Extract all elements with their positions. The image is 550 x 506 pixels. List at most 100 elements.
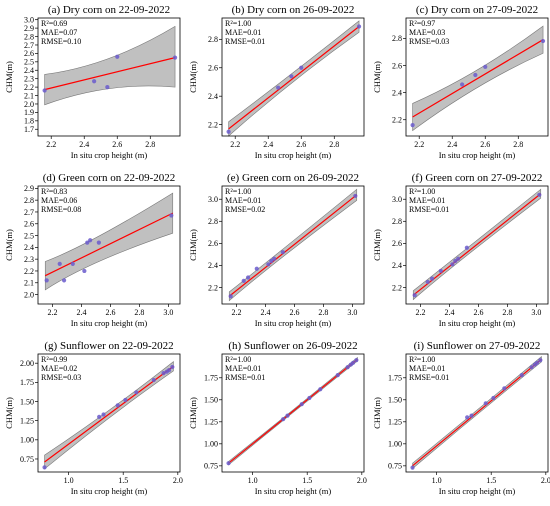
data-point <box>88 238 93 243</box>
stat-label: R²=0.97 <box>409 19 435 28</box>
x-tick-label: 2.4 <box>447 140 457 149</box>
panel: (c) Dry corn on 27-09-2022 2.2 2.4 2.6 2.8 2.… <box>372 4 549 160</box>
panel-title: (a) Dry corn on 22-09-2022 <box>48 4 170 16</box>
stat-label: MAE=0.07 <box>41 28 77 37</box>
data-point <box>410 123 415 128</box>
y-tick-label: 0.75 <box>204 462 218 471</box>
panel: (b) Dry corn on 26-09-2022 2.2 2.4 2.6 2.8 2.… <box>188 4 365 160</box>
stat-label: RMSE=0.03 <box>41 373 81 382</box>
fit-line <box>228 358 358 464</box>
data-point <box>519 373 524 378</box>
y-tick-label: 2.8 <box>392 217 402 226</box>
y-tick-label: 2.9 <box>24 24 34 33</box>
y-tick-label: 2.4 <box>392 261 402 270</box>
panel-title: (e) Green corn on 26-09-2022 <box>227 172 359 184</box>
x-tick-label: 2.6 <box>289 308 299 317</box>
x-tick-label: 2.8 <box>502 308 512 317</box>
data-point <box>356 24 362 29</box>
fit-line <box>228 194 358 297</box>
y-axis-label: CHM(m) <box>4 397 14 429</box>
y-tick-label: 2.5 <box>24 58 34 67</box>
y-tick-label: 2.4 <box>208 92 218 101</box>
stat-label: RMSE=0.01 <box>409 205 449 214</box>
y-tick-label: 1.75 <box>20 378 34 387</box>
panel-title: (d) Green corn on 22-09-2022 <box>43 172 176 184</box>
x-axis-label: In situ crop height (m) <box>71 150 148 160</box>
data-point <box>473 72 478 78</box>
x-tick-label: 2.4 <box>444 308 454 317</box>
stat-label: MAE=0.03 <box>409 28 445 37</box>
data-point <box>82 268 87 274</box>
stat-label: RMSE=0.03 <box>409 37 449 46</box>
x-tick-label: 2.4 <box>76 308 86 317</box>
x-tick-label: 2.8 <box>145 140 155 149</box>
fit-line <box>412 358 542 467</box>
y-tick-label: 2.9 <box>24 184 34 193</box>
x-axis-label: In situ crop height (m) <box>439 318 516 328</box>
y-tick-label: 1.00 <box>20 436 34 445</box>
x-tick-label: 2.8 <box>134 308 144 317</box>
data-point <box>166 367 172 373</box>
data-point <box>44 278 49 283</box>
y-axis-label: CHM(m) <box>188 397 198 429</box>
y-axis-label: CHM(m) <box>188 229 198 261</box>
x-tick-label: 2.0 <box>541 476 550 485</box>
y-axis-label: CHM(m) <box>4 229 14 261</box>
axes-frame <box>37 353 181 473</box>
y-tick-label: 2.8 <box>208 35 218 44</box>
y-tick-label: 1.25 <box>20 416 34 425</box>
data-point <box>483 64 488 69</box>
y-tick-label: 2.8 <box>208 217 218 226</box>
x-tick-label: 2.2 <box>47 308 57 317</box>
data-point <box>123 397 128 403</box>
y-tick-label: 0.75 <box>20 455 34 464</box>
y-axis-label: CHM(m) <box>188 61 198 93</box>
data-point <box>469 413 474 418</box>
x-axis-label: In situ crop height (m) <box>71 486 148 496</box>
stat-label: MAE=0.01 <box>225 196 261 205</box>
data-point <box>228 294 233 299</box>
data-point <box>412 293 417 298</box>
fit-line <box>44 212 174 277</box>
axes-frame <box>405 353 549 473</box>
y-tick-label: 2.2 <box>24 83 34 92</box>
x-tick-label: 2.2 <box>46 140 56 149</box>
data-point <box>410 465 415 470</box>
panel: (a) Dry corn on 22-09-2022 2.2 2.4 2.6 2.8 1.… <box>4 4 181 160</box>
data-point <box>502 386 507 391</box>
data-point <box>450 262 455 267</box>
x-tick-label: 3.0 <box>163 308 173 317</box>
y-tick-label: 2.2 <box>208 283 218 292</box>
data-point <box>172 55 178 60</box>
stat-label: R²=1.00 <box>225 19 251 28</box>
x-tick-label: 2.6 <box>296 140 306 149</box>
y-tick-label: 1.25 <box>204 418 218 427</box>
data-point <box>491 395 496 401</box>
data-point <box>269 258 274 264</box>
y-tick-label: 2.7 <box>24 208 34 217</box>
data-point <box>61 278 67 283</box>
y-tick-label: 2.8 <box>24 32 34 41</box>
axes-frame <box>37 17 181 137</box>
x-tick-label: 3.0 <box>531 308 541 317</box>
y-tick-label: 2.6 <box>392 239 402 248</box>
y-tick-label: 1.75 <box>204 374 218 383</box>
y-tick-label: 2.6 <box>208 64 218 73</box>
data-point <box>345 365 350 370</box>
y-tick-label: 2.4 <box>24 243 34 252</box>
y-tick-label: 1.25 <box>388 418 402 427</box>
x-axis-label: In situ crop height (m) <box>439 150 516 160</box>
x-tick-label: 2.6 <box>105 308 115 317</box>
y-tick-label: 2.2 <box>208 120 218 129</box>
data-point <box>353 193 358 199</box>
data-point <box>241 278 246 283</box>
x-tick-label: 2.6 <box>480 140 490 149</box>
x-tick-label: 2.6 <box>473 308 483 317</box>
axes-frame <box>37 185 181 305</box>
y-tick-label: 1.00 <box>388 440 402 449</box>
y-tick-label: 2.6 <box>208 239 218 248</box>
axes-frame <box>405 17 549 137</box>
x-tick-label: 2.4 <box>79 140 89 149</box>
y-tick-label: 1.9 <box>24 108 34 117</box>
